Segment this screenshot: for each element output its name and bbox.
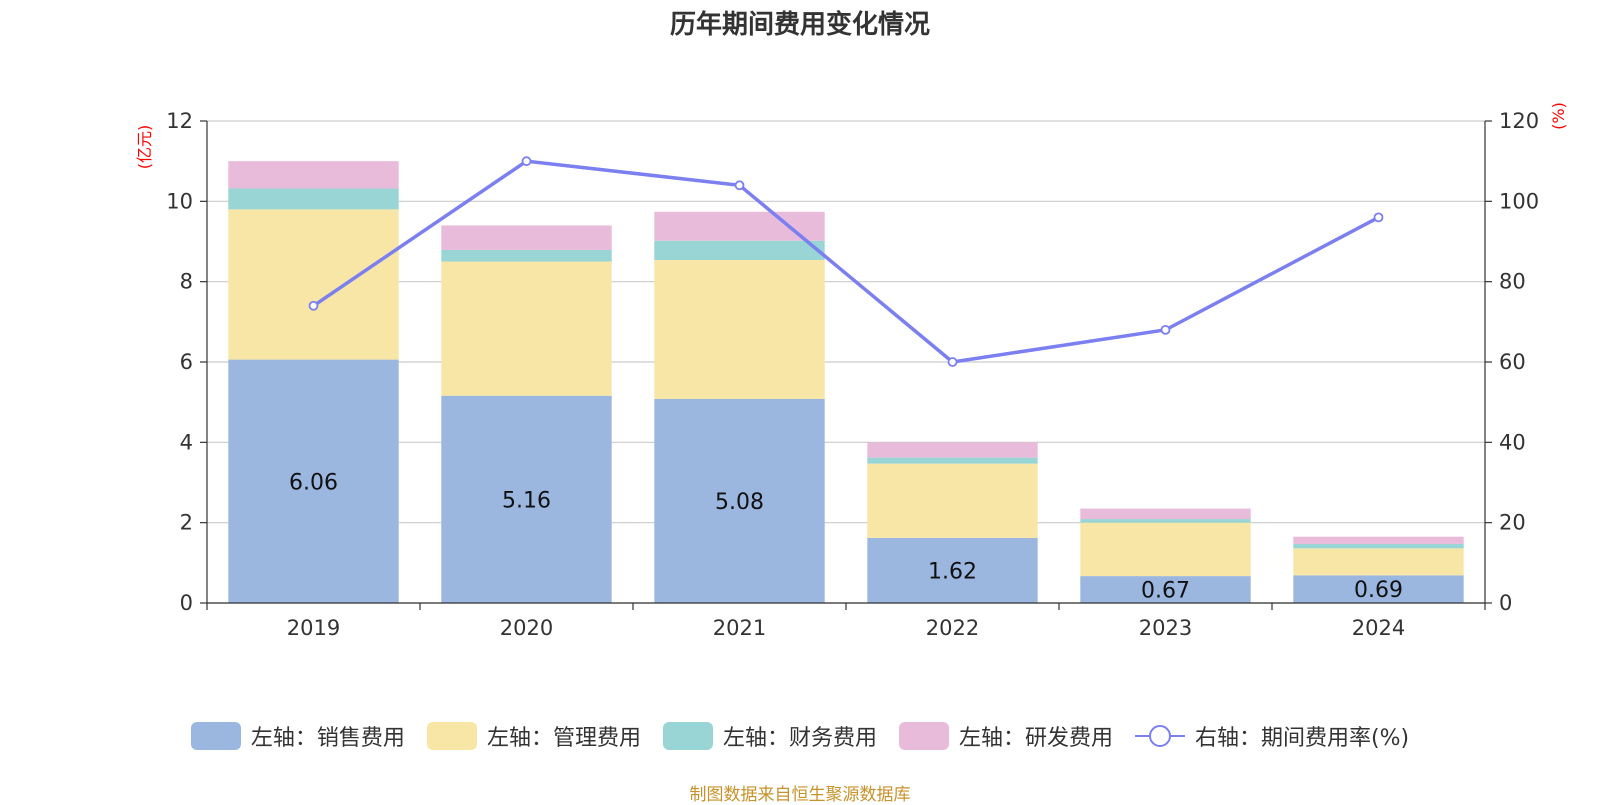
legend-label: 左轴：研发费用 (958, 726, 1113, 751)
rate-point (947, 357, 958, 367)
right-tick-label: 20 (1499, 511, 1526, 535)
legend-swatch (190, 722, 241, 750)
left-tick-label: 0 (180, 591, 193, 615)
legend-label: 左轴：财务费用 (722, 726, 877, 751)
x-tick-label: 2020 (500, 616, 553, 640)
bar-2-2021 (654, 259, 825, 399)
right-tick-label: 120 (1499, 109, 1539, 133)
bar-4-2024 (1293, 536, 1464, 544)
x-tick-label: 2021 (713, 616, 766, 640)
x-tick-label: 2023 (1139, 616, 1192, 640)
bar-3-2024 (1293, 543, 1464, 549)
right-tick-label: 80 (1499, 270, 1526, 294)
bar-3-2022 (867, 457, 1038, 464)
left-tick-label: 8 (180, 270, 193, 294)
left-tick-label: 10 (166, 189, 193, 213)
bar-value-label: 1.62 (928, 559, 977, 584)
legend: 左轴：销售费用 左轴：管理费用 左轴：财务费用 左轴：研发费用 右轴：期间费用率(%) (0, 720, 1600, 752)
legend-item[interactable]: 左轴：销售费用 (190, 720, 405, 752)
right-tick-label: 60 (1499, 350, 1526, 374)
bar-value-label: 0.67 (1141, 579, 1190, 604)
bar-4-2020 (441, 225, 612, 250)
left-tick-label: 2 (180, 511, 193, 535)
bar-3-2019 (228, 188, 399, 210)
rate-point (308, 300, 319, 311)
bar-3-2021 (654, 240, 825, 260)
legend-item[interactable]: 左轴：研发费用 (898, 720, 1113, 752)
bar-value-label: 5.08 (715, 490, 764, 515)
bar-2-2022 (867, 463, 1038, 538)
bar-value-label: 0.69 (1354, 578, 1403, 603)
bar-4-2021 (654, 211, 825, 241)
legend-item[interactable]: 右轴：期间费用率(%) (1134, 720, 1410, 752)
rate-point (1373, 212, 1384, 223)
bar-4-2019 (228, 161, 399, 189)
legend-swatch (426, 722, 477, 750)
bar-1-2020 (441, 395, 612, 603)
x-tick-label: 2024 (1352, 616, 1405, 640)
chart-title: 历年期间费用变化情况 (669, 10, 930, 40)
source-note: 制图数据来自恒生聚源数据库 (689, 785, 911, 805)
legend-label: 左轴：销售费用 (250, 726, 405, 751)
bar-1-2023 (1080, 576, 1251, 603)
bar-3-2023 (1080, 519, 1251, 523)
bar-2-2023 (1080, 522, 1251, 577)
bar-value-label: 6.06 (289, 470, 338, 495)
bar-4-2023 (1080, 508, 1251, 520)
rate-point (1160, 324, 1171, 335)
legend-swatch (662, 722, 713, 750)
legend-label: 左轴：管理费用 (486, 726, 641, 751)
left-tick-label: 4 (180, 430, 193, 454)
right-axis-unit: (%) (1549, 102, 1568, 130)
left-tick-label: 12 (166, 109, 193, 133)
rate-line (312, 159, 1380, 364)
rate-point (521, 156, 532, 167)
bar-4-2022 (867, 442, 1038, 458)
bar-1-2019 (228, 359, 399, 603)
legend-swatch (898, 722, 949, 750)
bar-value-label: 5.16 (502, 488, 551, 513)
left-axis-unit: (亿元) (135, 125, 154, 170)
rate-point (734, 180, 745, 191)
bar-1-2021 (654, 398, 825, 603)
right-tick-label: 0 (1499, 591, 1512, 615)
legend-line-icon (1134, 725, 1185, 747)
x-tick-label: 2019 (287, 616, 340, 640)
bar-2-2020 (441, 261, 612, 396)
bar-1-2022 (867, 537, 1038, 603)
right-tick-label: 40 (1499, 430, 1526, 454)
legend-item[interactable]: 左轴：财务费用 (662, 720, 877, 752)
bar-1-2024 (1293, 575, 1464, 603)
legend-item[interactable]: 左轴：管理费用 (426, 720, 641, 752)
bar-2-2024 (1293, 548, 1464, 576)
x-tick-label: 2022 (926, 616, 979, 640)
bar-3-2020 (441, 249, 612, 262)
right-tick-label: 100 (1499, 189, 1539, 213)
left-tick-label: 6 (180, 350, 193, 374)
legend-label: 右轴：期间费用率(%) (1194, 726, 1410, 751)
bar-2-2019 (228, 209, 399, 360)
